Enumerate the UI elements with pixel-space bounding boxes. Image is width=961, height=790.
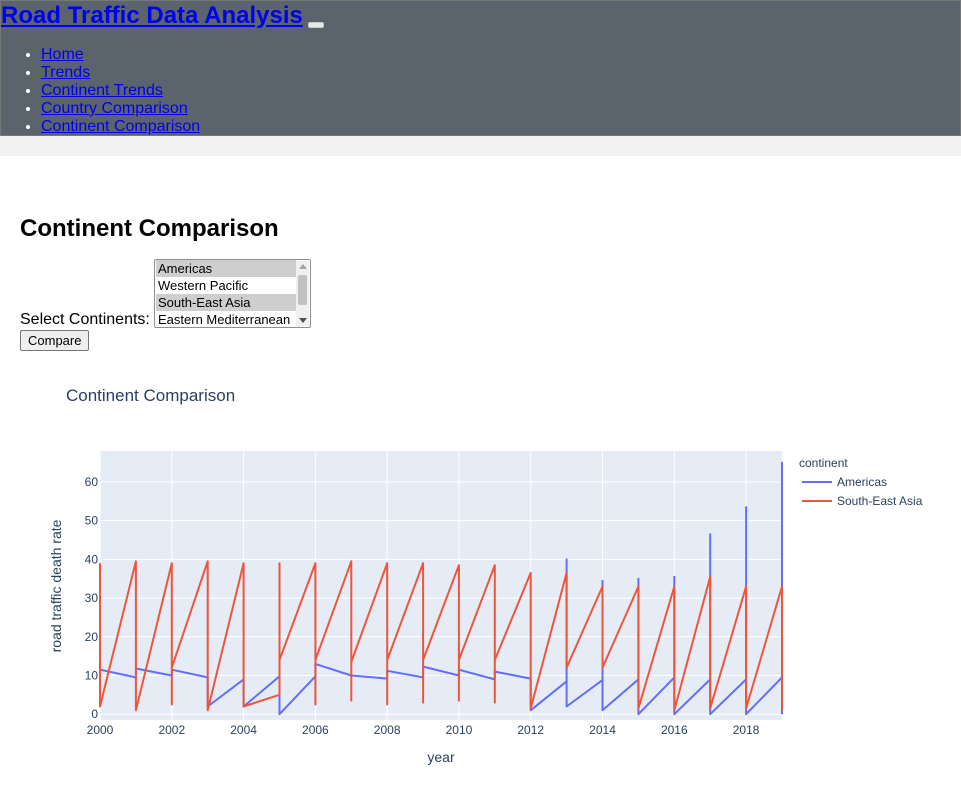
y-tick-label: 50 [85, 514, 99, 528]
plot-area [100, 451, 782, 720]
continent-multiselect[interactable]: Americas Western Pacific South-East Asia… [154, 259, 311, 328]
scroll-up-arrow-icon[interactable] [299, 264, 307, 269]
y-tick-label: 20 [85, 630, 99, 644]
x-tick-label: 2002 [158, 723, 185, 737]
y-tick-label: 0 [91, 707, 98, 721]
nav-item-continent-trends: Continent Trends [41, 82, 200, 100]
continent-comparison-chart: Continent Comparison 2000 2002 2004 2006 200… [48, 386, 923, 765]
scroll-down-arrow-icon[interactable] [299, 318, 307, 323]
nav-item-continent-comparison: Continent Comparison [41, 118, 200, 136]
axis-ticks: 2000 2002 2004 2006 2008 2010 2012 2014 2016 2018… [85, 475, 760, 737]
series-layer [99, 461, 783, 716]
x-tick-label: 2018 [733, 723, 760, 737]
y-tick-label: 10 [85, 668, 99, 682]
x-axis-label: year [427, 749, 455, 765]
listbox-scrollbar[interactable] [296, 261, 309, 326]
nav-link-continent-trends[interactable]: Continent Trends [41, 82, 163, 99]
scrollbar-thumb[interactable] [298, 275, 307, 305]
series-line-south-east-asia [99, 560, 783, 712]
header-divider [0, 136, 961, 156]
x-tick-label: 2016 [661, 723, 688, 737]
select-continents-label: Select Continents: [20, 311, 150, 328]
option-south-east-asia[interactable]: South-East Asia [156, 294, 296, 311]
legend-item-americas[interactable]: Americas [837, 475, 887, 489]
nav-link-country-comparison[interactable]: Country Comparison [41, 100, 188, 117]
x-tick-label: 2004 [230, 723, 257, 737]
legend-item-south-east-asia[interactable]: South-East Asia [837, 494, 923, 508]
option-eastern-mediterranean[interactable]: Eastern Mediterranean [158, 312, 291, 327]
x-tick-label: 2006 [302, 723, 329, 737]
y-tick-label: 30 [85, 591, 99, 605]
option-western-pacific[interactable]: Western Pacific [158, 278, 249, 293]
legend-title: continent [799, 456, 848, 470]
brand-link[interactable]: Road Traffic Data Analysis [1, 2, 303, 29]
nav-list: Home Trends Continent Trends Country Com… [1, 46, 200, 136]
x-tick-label: 2010 [446, 723, 473, 737]
nav-link-continent-comparison[interactable]: Continent Comparison [41, 118, 201, 135]
nav-item-home: Home [41, 46, 200, 64]
y-axis-label: road traffic death rate [48, 519, 64, 652]
y-tick-label: 40 [85, 552, 99, 566]
nav-link-trends[interactable]: Trends [41, 64, 91, 81]
x-tick-label: 2008 [374, 723, 401, 737]
page-title: Continent Comparison [20, 215, 279, 242]
menu-toggle-button[interactable] [308, 22, 324, 28]
nav-item-trends: Trends [41, 64, 200, 82]
x-tick-label: 2012 [517, 723, 544, 737]
x-tick-label: 2000 [87, 723, 114, 737]
option-americas[interactable]: Americas [156, 260, 296, 277]
x-tick-label: 2014 [589, 723, 616, 737]
chart-title: Continent Comparison [66, 386, 235, 405]
legend: continent Americas South-East Asia [799, 456, 923, 508]
nav-link-home[interactable]: Home [41, 46, 84, 63]
navbar: Road Traffic Data Analysis Home Trends C… [0, 0, 961, 136]
compare-button[interactable]: Compare [20, 330, 90, 351]
nav-item-country-comparison: Country Comparison [41, 100, 200, 118]
y-tick-label: 60 [85, 475, 99, 489]
grid-lines [99, 451, 782, 720]
